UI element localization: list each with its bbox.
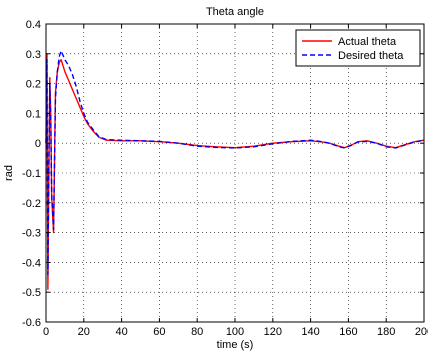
x-tick-label: 140 — [301, 326, 319, 338]
x-tick-label: 160 — [339, 326, 357, 338]
series-layer — [45, 50, 425, 290]
y-tick-label: -0.1 — [22, 168, 41, 180]
y-tick-label: 0.4 — [26, 19, 41, 31]
series-line-desired-theta — [45, 50, 425, 276]
x-tick-label: 120 — [264, 326, 282, 338]
y-tick-label: -0.5 — [22, 287, 41, 299]
legend-box — [295, 29, 421, 67]
x-tick-label: 180 — [377, 326, 395, 338]
y-tick-label: 0 — [35, 138, 41, 150]
y-tick-label: 0.2 — [26, 79, 41, 91]
x-tick-label: 0 — [43, 326, 49, 338]
x-tick-label: 60 — [153, 326, 165, 338]
y-tick-label: -0.4 — [22, 257, 41, 269]
y-axis-label: rad — [3, 165, 15, 181]
x-tick-label: 40 — [115, 326, 127, 338]
x-axis-label: time (s) — [217, 339, 254, 351]
x-tick-label: 20 — [78, 326, 90, 338]
y-tick-label: -0.2 — [22, 198, 41, 210]
x-tick-label: 80 — [191, 326, 203, 338]
chart-title: Theta angle — [206, 6, 264, 18]
y-tick-label: 0.1 — [26, 108, 41, 120]
x-tick-label: 100 — [226, 326, 244, 338]
y-tick-label: 0.3 — [26, 49, 41, 61]
x-axis-ticks: 0 20 40 60 80 100 120 140 160 180 200 — [43, 24, 428, 338]
y-tick-label: -0.6 — [22, 317, 41, 329]
x-tick-label: 200 — [415, 326, 428, 338]
y-axis-ticks: -0.6 -0.5 -0.4 -0.3 -0.2 -0.1 0 0.1 0.2 0.3 0.4 — [22, 19, 424, 329]
legend: Actual theta Desired theta — [295, 29, 421, 67]
legend-entry: Actual theta — [338, 36, 397, 48]
grid-lines — [46, 24, 424, 322]
y-tick-label: -0.3 — [22, 228, 41, 240]
legend-entry: Desired theta — [338, 50, 404, 62]
